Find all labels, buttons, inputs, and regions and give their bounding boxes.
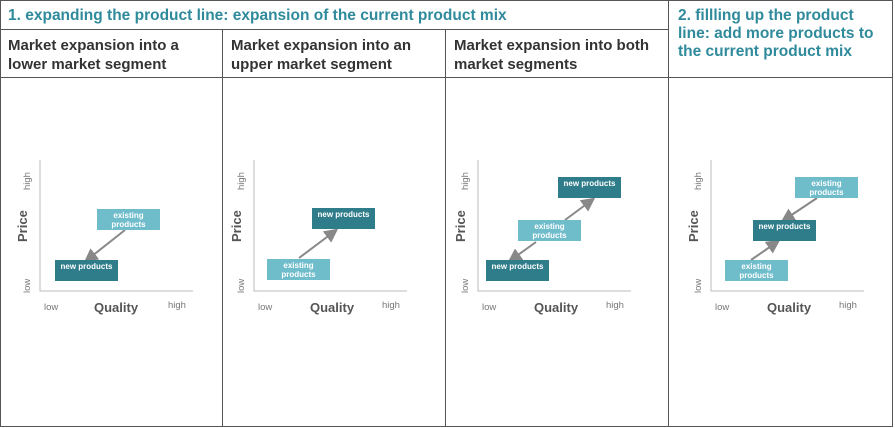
- y-axis-low: low: [693, 278, 704, 293]
- move-arrow-up: [564, 197, 596, 221]
- y-axis-low: low: [22, 278, 33, 293]
- axis-lines: [710, 160, 864, 292]
- existing-products-box: existing products: [97, 209, 160, 230]
- chart-upper-segment: Price high low low Quality high new prod…: [229, 160, 407, 320]
- x-axis-low: low: [44, 302, 59, 313]
- chart-axes: [253, 160, 407, 292]
- x-axis-high: high: [606, 300, 624, 311]
- chart-axes: [710, 160, 864, 292]
- y-axis-low: low: [236, 278, 247, 293]
- y-axis-title: Price: [229, 210, 244, 242]
- existing-products-box: existing products: [518, 220, 581, 241]
- y-axis-title: Price: [15, 210, 30, 242]
- y-axis-high: high: [22, 172, 33, 190]
- col-divider-2: [445, 29, 446, 427]
- chart-lower-segment: Price high low low Quality high existing…: [15, 160, 193, 320]
- x-axis-high: high: [168, 300, 186, 311]
- axis-lines: [39, 160, 193, 292]
- y-axis-high: high: [460, 172, 471, 190]
- existing-products-box-lower: existing products: [725, 260, 788, 281]
- axis-lines: [477, 160, 631, 292]
- x-axis-low: low: [482, 302, 497, 313]
- existing-products-box: existing products: [267, 259, 330, 280]
- title-divider: [0, 77, 893, 78]
- new-products-box: new products: [312, 208, 375, 229]
- new-products-box-lower: new products: [486, 260, 549, 281]
- move-arrow: [298, 228, 339, 259]
- y-axis-title: Price: [686, 210, 701, 242]
- column-title-upper: Market expansion into an upper market se…: [231, 37, 412, 73]
- x-axis-high: high: [382, 300, 400, 311]
- col-divider-1: [222, 29, 223, 427]
- y-axis-low: low: [460, 278, 471, 293]
- axis-lines: [253, 160, 407, 292]
- header-divider: [0, 29, 668, 30]
- chart-axes: [477, 160, 631, 292]
- x-axis-low: low: [715, 302, 730, 313]
- x-axis-title: Quality: [94, 300, 139, 315]
- chart-both-segments: Price high low low Quality high new prod…: [453, 160, 631, 320]
- y-axis-title: Price: [453, 210, 468, 242]
- new-products-box: new products: [753, 220, 816, 241]
- column-title-both: Market expansion into both market segmen…: [454, 37, 650, 73]
- column-title-lower: Market expansion into a lower market seg…: [8, 37, 179, 73]
- move-arrow-down: [507, 241, 537, 263]
- move-arrow-down: [780, 197, 818, 223]
- col-divider-3: [668, 0, 669, 427]
- new-products-box-upper: new products: [558, 177, 621, 198]
- x-axis-high: high: [839, 300, 857, 311]
- y-axis-high: high: [236, 172, 247, 190]
- x-axis-title: Quality: [310, 300, 355, 315]
- x-axis-low: low: [258, 302, 273, 313]
- move-arrow-up: [750, 239, 781, 261]
- y-axis-high: high: [693, 172, 704, 190]
- new-products-box: new products: [55, 260, 118, 281]
- heading-expanding: 1. expanding the product line: expansion…: [8, 7, 507, 24]
- chart-axes: [39, 160, 193, 292]
- chart-filling-up: Price high low low Quality high existing…: [686, 160, 864, 320]
- x-axis-title: Quality: [767, 300, 812, 315]
- x-axis-title: Quality: [534, 300, 579, 315]
- move-arrow: [83, 229, 126, 263]
- heading-filling: 2. fillling up the product line: add mor…: [678, 7, 874, 60]
- existing-products-box-upper: existing products: [795, 177, 858, 198]
